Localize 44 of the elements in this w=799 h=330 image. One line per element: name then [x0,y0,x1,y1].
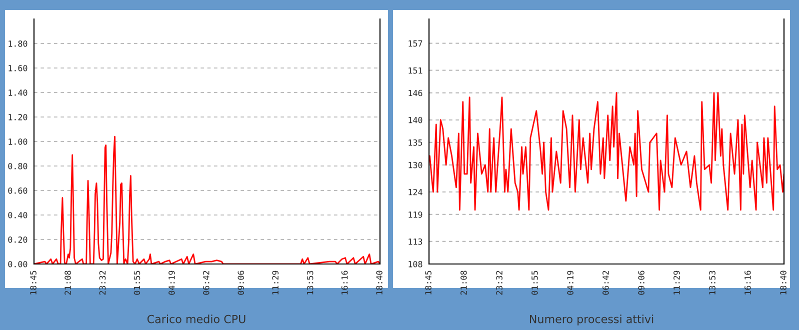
x-tick-label: 23:32 [99,270,106,295]
y-tick-label: 1.60 [8,65,28,72]
y-tick-label: 0.60 [8,188,28,194]
x-tick-label: 09:06 [638,270,644,295]
x-tick-label: 18:40 [376,270,382,294]
x-tick-label: 18:45 [30,270,36,294]
y-tick-label: 157 [408,40,422,47]
x-tick-label: 23:32 [496,270,502,295]
y-tick-label: 130 [408,162,422,168]
y-tick-label: 1.80 [8,40,28,47]
y-tick-label: 140 [408,116,422,124]
x-tick-label: 01:55 [532,270,538,295]
x-axis-title: Numero processi attivi [530,314,654,326]
x-tick-label: 18:45 [425,270,432,294]
x-tick-label: 06:42 [203,270,210,295]
y-tick-label: 119 [408,211,422,218]
y-tick-label: 0.20 [8,236,28,243]
x-tick-label: 01:55 [134,270,140,295]
y-tick-label: 0.00 [8,261,28,268]
x-tick-label: 21:08 [460,270,467,295]
y-tick-label: 1.00 [8,138,28,145]
y-tick-label: 135 [408,139,422,146]
y-tick-label: 108 [408,261,422,268]
x-tick-label: 06:42 [602,270,609,295]
y-tick-label: 0.40 [8,212,28,218]
y-tick-label: 1.40 [8,90,28,96]
y-tick-label: 0.80 [8,163,28,170]
y-tick-label: 146 [408,90,422,96]
y-tick-label: 113 [408,238,422,245]
x-tick-label: 11:29 [674,270,680,294]
x-tick-label: 09:06 [238,270,244,295]
y-tick-label: 124 [408,188,422,196]
x-tick-label: 04:19 [168,270,175,295]
x-tick-label: 16:16 [341,270,348,294]
x-tick-label: 18:40 [780,270,786,294]
x-tick-label: 16:16 [744,270,751,294]
x-tick-label: 13:53 [709,270,716,294]
x-tick-label: 04:19 [567,270,574,295]
y-tick-label: 1.20 [8,114,28,120]
x-axis-title: Carico medio CPU [147,314,246,324]
y-tick-label: 151 [408,67,422,74]
x-tick-label: 13:53 [306,270,314,294]
x-tick-label: 21:08 [64,270,71,295]
x-tick-label: 11:29 [272,270,279,294]
